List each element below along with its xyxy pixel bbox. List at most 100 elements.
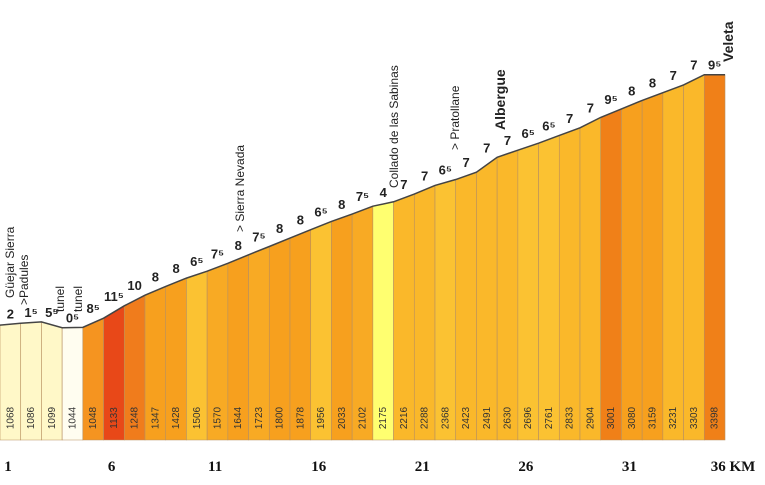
grade-label: 8⁵ [87,301,100,316]
grade-label: 8 [649,76,656,91]
grade-label: 6⁵ [190,254,203,269]
profile-column [517,142,539,441]
x-tick-label: 16 [311,459,327,475]
annotation: > Pratollane [448,85,462,150]
altitude-label: 1428 [171,406,182,429]
grade-label: 10 [127,278,141,293]
grade-label: 8 [338,197,345,212]
altitude-label: 1644 [233,406,244,429]
altitude-label: 1570 [213,406,224,429]
altitude-label: 2102 [358,406,369,429]
altitude-label: 1506 [192,406,203,429]
altitude-label: 2491 [482,406,493,429]
grade-label: 11⁵ [104,289,124,304]
profile-line [0,73,725,329]
altitude-label: 1800 [275,406,286,429]
altitude-label: 1048 [88,406,99,429]
altitude-label: 1068 [5,406,16,429]
altitude-label: 2216 [399,406,410,429]
grade-label: 8 [628,83,635,98]
grade-label: 5⁵ [45,305,58,320]
grade-label: 6⁵ [314,204,327,219]
profile-column [683,74,705,441]
profile-column [662,84,684,441]
x-tick-label: 11 [208,459,222,475]
grade-label: 7 [566,111,573,126]
grade-label: 7 [462,155,469,170]
altitude-label: 2033 [337,406,348,429]
altitude-label: 1086 [26,406,37,429]
profile-column [413,184,436,441]
annotation: Collado de las Sabinas [387,65,401,188]
profile-column [434,179,457,441]
grade-label: 6⁵ [542,118,555,133]
grade-label: 7 [421,168,428,183]
profile-column [476,156,498,441]
profile-column [393,193,415,441]
grade-label: 7 [587,100,594,115]
altitude-label: 1723 [254,406,265,429]
grade-label: 0⁵ [66,310,79,325]
altitude-label: 3001 [606,406,617,429]
profile-column [496,149,519,441]
grade-label: 8 [152,269,159,284]
altitude-label: 2833 [565,406,576,429]
profile-column [331,213,353,441]
altitude-label: 2175 [378,406,389,429]
altitude-label: 1133 [109,407,120,429]
altitude-label: 3080 [627,406,638,429]
grade-label: 7⁵ [252,230,265,245]
grade-label: 7⁵ [211,246,224,261]
x-tick-label: 6 [108,459,116,475]
annotation: >Padules [17,255,31,305]
profile-column [600,108,622,441]
grade-label: 2 [7,306,14,321]
profile-column [621,99,643,441]
grade-label: 1⁵ [24,305,37,320]
annotation: tunel [71,286,85,312]
grade-label: 4 [380,185,388,200]
profile-column [455,171,477,441]
grade-label: 8 [297,213,304,228]
altitude-label: 1956 [316,406,327,429]
annotation: Albergue [492,69,508,130]
profile-column [351,205,374,441]
altitude-label: 2630 [503,406,514,429]
annotation: Veleta [720,21,736,62]
altitude-label: 2368 [440,406,451,429]
grade-label: 7 [670,68,677,83]
altitude-label: 3231 [668,406,679,429]
profile-column [558,127,581,441]
grade-label: 8 [172,261,179,276]
altitude-label: 1099 [47,406,58,429]
grade-label: 9⁵ [708,58,721,73]
altitude-label: 3303 [689,406,700,429]
altitude-label: 1878 [295,406,306,429]
altitude-label: 3398 [710,406,721,429]
profile-column [703,74,726,441]
profile-column [641,92,664,441]
x-tick-label: 21 [415,459,430,475]
grade-label: 8 [276,221,283,236]
grade-label: 7⁵ [356,189,369,204]
altitude-label: 2423 [461,406,472,429]
altitude-label: 1044 [68,406,79,429]
altitude-label: 2761 [544,406,555,429]
annotation: Güejar Sierra [3,226,17,298]
annotation: > Sierra Nevada [233,145,247,232]
x-tick-label: 36 KM [711,459,756,475]
profile-column [538,135,560,441]
grade-label: 6⁵ [439,163,452,178]
grade-label: 7 [690,58,697,73]
grade-label: 6⁵ [522,126,535,141]
x-tick-label: 1 [4,459,12,475]
profile-column [579,116,602,441]
altitude-label: 1347 [150,406,161,429]
annotation: tunel [53,286,67,312]
grade-label: 8 [235,238,242,253]
x-tick-label: 26 [518,459,534,475]
altitude-label: 2904 [585,406,596,429]
grade-label: 9⁵ [604,92,617,107]
grade-label: 7 [400,177,407,192]
